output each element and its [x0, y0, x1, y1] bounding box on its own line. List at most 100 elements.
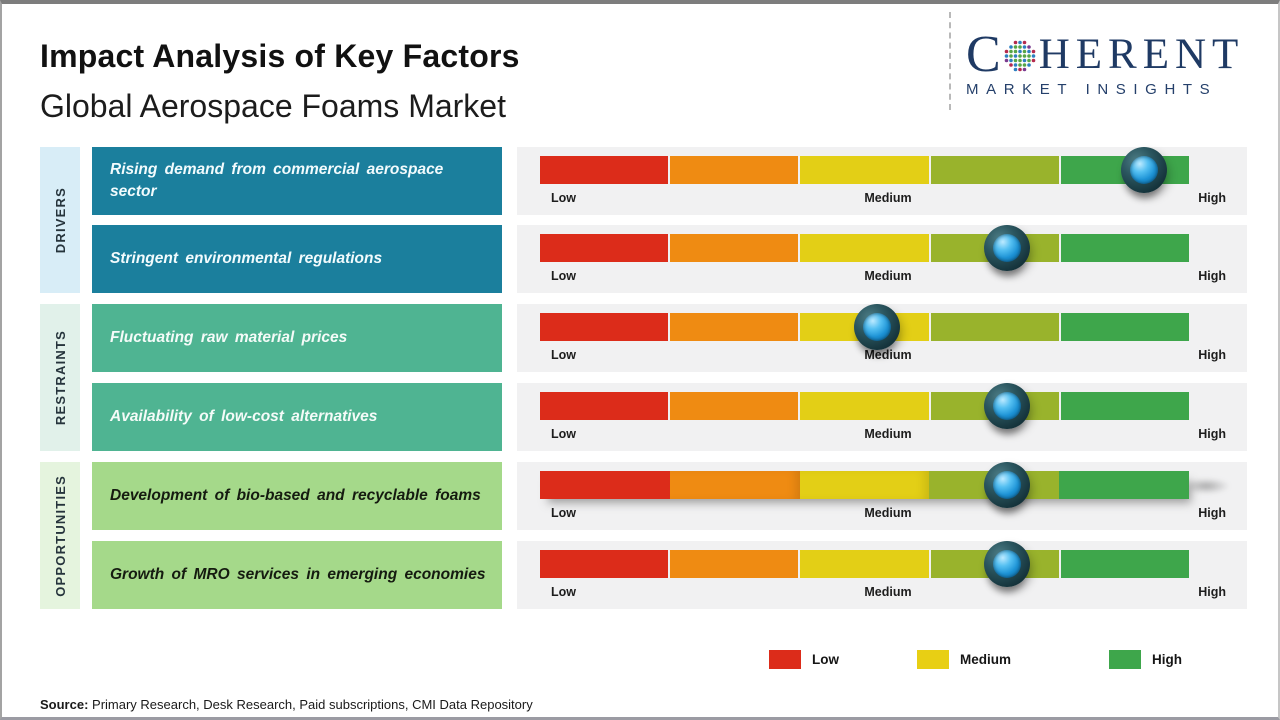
- scale-segment-medium: [800, 234, 929, 262]
- legend-label-medium: Medium: [960, 652, 1012, 667]
- group-label-restraints: RESTRAINTS: [52, 329, 68, 426]
- scale-segment-high: [1060, 234, 1190, 262]
- scale-segment-medium-high: [930, 313, 1059, 341]
- scale-segment-low-medium: [670, 392, 799, 420]
- impact-scale-bar: [540, 225, 1190, 271]
- scale-segment-low: [540, 471, 670, 499]
- legend-item-low: Low: [769, 650, 839, 669]
- scale-segment-low-medium: [670, 313, 799, 341]
- scale-segment-low: [540, 313, 669, 341]
- impact-scale-bar: [540, 304, 1190, 350]
- scale-label-medium: Medium: [864, 506, 912, 520]
- scale-label-medium: Medium: [864, 269, 912, 283]
- impact-scale-bar: [540, 462, 1230, 508]
- page-title: Impact Analysis of Key Factors: [40, 38, 520, 74]
- source-prefix: Source:: [40, 697, 89, 712]
- impact-marker[interactable]: [984, 462, 1031, 508]
- legend-label-high: High: [1152, 652, 1182, 667]
- legend-swatch-medium: [917, 650, 949, 669]
- coherent-market-insights-logo: C HERENT MARKET INSIGHTS: [966, 26, 1266, 99]
- factor-label: Development of bio-based and recyclable …: [110, 486, 481, 504]
- legend-swatch-high: [1109, 650, 1141, 669]
- source-line: Source: Primary Research, Desk Research,…: [40, 697, 533, 712]
- scale-label-high: High: [1198, 269, 1226, 283]
- scale-label-low: Low: [551, 585, 576, 599]
- scale-label-high: High: [1198, 427, 1226, 441]
- scale-label-low: Low: [551, 506, 576, 520]
- logo-wordmark: C HERENT: [966, 26, 1266, 83]
- scale-segment-low-medium: [670, 156, 799, 184]
- impact-scale-row-3: Low Medium High: [517, 304, 1247, 372]
- impact-marker[interactable]: [1120, 147, 1167, 193]
- scale-label-high: High: [1198, 585, 1226, 599]
- group-strip-restraints: RESTRAINTS: [40, 304, 80, 451]
- scale-segment-low: [540, 550, 669, 578]
- impact-scale-row-2: Low Medium High: [517, 225, 1247, 293]
- impact-scale-bar: [540, 383, 1190, 429]
- source-text: Primary Research, Desk Research, Paid su…: [88, 697, 533, 712]
- scale-label-low: Low: [551, 191, 576, 205]
- factor-label: Fluctuating raw material prices: [110, 328, 348, 346]
- scale-label-high: High: [1198, 191, 1226, 205]
- factor-label: Rising demand from commercial aerospace …: [110, 160, 444, 200]
- factor-box-row-2: Stringent environmental regulations: [92, 225, 502, 293]
- impact-scale-row-1: Low Medium High: [517, 147, 1247, 215]
- header-divider: [949, 12, 951, 110]
- scale-label-low: Low: [551, 269, 576, 283]
- impact-marker[interactable]: [984, 225, 1031, 271]
- scale-segment-low: [540, 392, 669, 420]
- scale-label-low: Low: [551, 348, 576, 362]
- scale-segment-high: [1060, 313, 1190, 341]
- scale-label-medium: Medium: [864, 348, 912, 362]
- impact-scale-row-5: Low Medium High: [517, 462, 1247, 530]
- group-strip-opportunities: OPPORTUNITIES: [40, 462, 80, 609]
- factor-box-row-6: Growth of MRO services in emerging econo…: [92, 541, 502, 609]
- scale-segment-medium: [800, 392, 929, 420]
- group-strip-drivers: DRIVERS: [40, 147, 80, 293]
- scale-label-high: High: [1198, 348, 1226, 362]
- impact-scale-row-4: Low Medium High: [517, 383, 1247, 451]
- factor-box-row-1: Rising demand from commercial aerospace …: [92, 147, 502, 215]
- impact-scale-row-6: Low Medium High: [517, 541, 1247, 609]
- scale-label-medium: Medium: [864, 191, 912, 205]
- logo-tagline: MARKET INSIGHTS: [966, 81, 1218, 98]
- scale-segment-low-medium: [670, 550, 799, 578]
- scale-segment-low: [540, 234, 669, 262]
- legend-swatch-low: [769, 650, 801, 669]
- logo-letter-c: C: [966, 26, 1001, 83]
- factor-box-row-5: Development of bio-based and recyclable …: [92, 462, 502, 530]
- scale-segment-high: [1060, 392, 1190, 420]
- legend-label-low: Low: [812, 652, 839, 667]
- impact-marker[interactable]: [854, 304, 901, 350]
- group-label-opportunities: OPPORTUNITIES: [52, 474, 68, 597]
- group-label-drivers: DRIVERS: [52, 186, 68, 254]
- scale-label-medium: Medium: [864, 585, 912, 599]
- factor-box-row-3: Fluctuating raw material prices: [92, 304, 502, 372]
- bar-shadow: [1190, 478, 1230, 494]
- logo-word-rest: HERENT: [1038, 31, 1245, 78]
- factor-label: Availability of low-cost alternatives: [110, 407, 378, 425]
- scale-segment-high: [1059, 471, 1189, 499]
- scale-segment-low-medium: [670, 234, 799, 262]
- legend-item-medium: Medium: [917, 650, 1011, 669]
- scale-label-medium: Medium: [864, 427, 912, 441]
- factor-label: Stringent environmental regulations: [110, 249, 383, 267]
- scale-segment-high: [1060, 550, 1190, 578]
- scale-segment-medium: [800, 550, 929, 578]
- factor-box-row-4: Availability of low-cost alternatives: [92, 383, 502, 451]
- scale-segment-low-medium: [669, 471, 800, 499]
- impact-scale-bar: [540, 147, 1190, 193]
- page-subtitle: Global Aerospace Foams Market: [40, 88, 506, 124]
- scale-label-low: Low: [551, 427, 576, 441]
- scale-label-high: High: [1198, 506, 1226, 520]
- scale-segment-medium-high: [930, 156, 1059, 184]
- scale-segment-low: [540, 156, 669, 184]
- impact-scale-bar: [540, 541, 1190, 587]
- legend-item-high: High: [1109, 650, 1182, 669]
- impact-marker[interactable]: [984, 541, 1031, 587]
- impact-marker[interactable]: [984, 383, 1031, 429]
- logo-globe-icon: [1004, 40, 1035, 72]
- factor-label: Growth of MRO services in emerging econo…: [110, 565, 486, 583]
- scale-segment-medium: [800, 156, 929, 184]
